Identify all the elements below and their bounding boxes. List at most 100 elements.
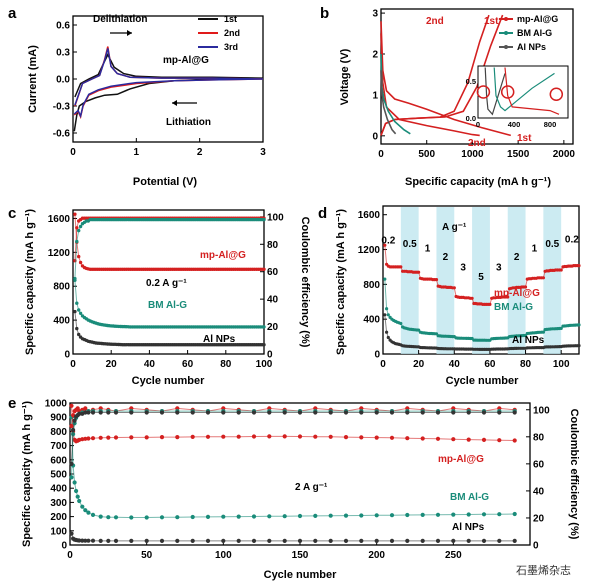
inset-x-tick-label: 800 — [544, 120, 557, 129]
series-point-mp-Al@G — [175, 435, 180, 440]
series-point-mp-Al@G — [420, 436, 425, 441]
panel-b-ticks: 0 500 1000 1500 2000 0 1 2 3 — [372, 9, 575, 160]
x-tick-label: 2000 — [553, 149, 576, 160]
panel-a-xlabel: Potential (V) — [133, 176, 198, 188]
panel-c-annotation-bm: BM Al-G — [148, 300, 187, 311]
series-point-BM Al-G CE — [78, 224, 83, 229]
series-point-Al NPs — [98, 538, 103, 544]
panel-e-annotation-mp: mp-Al@G — [438, 454, 484, 465]
series-point-BM Al-G — [481, 512, 487, 517]
panel-e-series — [69, 403, 517, 544]
y-tick-label: 800 — [50, 427, 67, 438]
series-point-mp-Al@G — [488, 302, 492, 306]
y2-tick-label: 40 — [267, 295, 279, 306]
series-point-BM Al-G — [451, 512, 456, 517]
legend-label-BM Al-G: BM Al-G — [517, 28, 552, 38]
panel-label-e: e — [8, 395, 16, 412]
series-point-Al NPs CE — [106, 410, 111, 415]
inset-y-tick-label: 0.5 — [466, 77, 476, 86]
series-line-BM Al-G — [380, 53, 411, 135]
series-point-BM Al-G — [86, 510, 91, 515]
series-point-mp-Al@G — [282, 434, 287, 439]
series-point-BM Al-G — [399, 321, 403, 326]
series-point-mp-Al@G — [98, 435, 103, 440]
rate-label: 3 — [460, 262, 466, 273]
series-point-mp-Al@G — [481, 437, 487, 442]
panel-c-xlabel: Cycle number — [132, 375, 205, 387]
x-tick-label: 0 — [70, 359, 76, 370]
series-point-mp-Al@G — [205, 434, 211, 439]
y-tick-label: 500 — [50, 470, 67, 481]
series-point-Al NPs — [159, 538, 165, 544]
series-point-mp-Al@G — [328, 434, 333, 439]
series-point-BM Al-G CE — [262, 217, 266, 222]
series-point-Al NPs — [497, 538, 502, 544]
series-point-Al NPs CE — [359, 410, 364, 415]
series-point-Al NPs CE — [420, 410, 425, 415]
x-tick-label: 2 — [197, 147, 203, 158]
series-point-Al NPs — [83, 538, 88, 543]
series-point-mp-Al@G — [221, 434, 226, 439]
x-tick-label: 0 — [380, 359, 386, 370]
y2-tick-label: 100 — [533, 405, 550, 416]
legend-label-mp-Al@G: mp-Al@G — [517, 14, 558, 24]
series-point-Al NPs — [77, 538, 82, 543]
y2-tick-label: 0 — [267, 350, 273, 361]
series-point-BM Al-G — [541, 330, 546, 334]
series-line-BM Al-G CE — [71, 410, 515, 478]
series-point-Al NPs — [86, 538, 91, 543]
legend-label-3rd: 3rd — [224, 42, 238, 52]
series-point-BM Al-G — [420, 512, 425, 518]
rate-label: 0.5 — [403, 239, 417, 250]
series-point-mp-Al@G — [506, 295, 510, 299]
panel-e: e 0 50 100 150 200 25001002003004005006007008… — [8, 395, 580, 581]
legend-label-Al NPs: Al NPs — [517, 42, 546, 52]
series-point-Al NPs CE — [251, 410, 257, 415]
inset-highlight-circle — [476, 85, 491, 99]
panel-d-annotation-bm: BM Al-G — [494, 302, 533, 313]
series-point-Al NPs CE — [451, 410, 456, 415]
rate-label: 5 — [478, 272, 484, 283]
x-tick-label: 3 — [260, 147, 266, 158]
series-point-Al NPs — [386, 335, 390, 340]
series-point-BM Al-G — [113, 515, 119, 520]
series-point-Al NPs CE — [77, 411, 82, 416]
series-point-Al NPs CE — [374, 410, 379, 415]
series-point-Al NPs CE — [144, 410, 149, 415]
panel-a-ticks: 0 1 2 3 -0.6 -0.3 0.0 0.3 0.6 — [53, 21, 266, 159]
series-point-BM Al-G — [262, 325, 266, 329]
series-point-Al NPs CE — [328, 410, 333, 415]
series-point-Al NPs CE — [175, 410, 180, 415]
series-point-Al NPs — [420, 538, 425, 544]
series-point-mp-Al@G — [417, 270, 421, 274]
legend-label-1st: 1st — [224, 14, 237, 24]
panel-a-legend: 1st 2nd 3rd — [198, 14, 240, 52]
series-point-Al NPs — [385, 330, 389, 334]
series-point-BM Al-G — [77, 308, 81, 312]
panel-b-inset: 0 400 800 0.0 0.5 — [466, 65, 569, 129]
panel-label-b: b — [320, 5, 329, 22]
inset-x-tick-label: 400 — [508, 120, 521, 129]
series-point-BM Al-G — [83, 508, 88, 513]
y-tick-label: 0 — [61, 541, 67, 552]
series-point-Al NPs CE — [129, 410, 134, 415]
series-point-Al NPs CE — [221, 410, 226, 415]
series-point-Al NPs CE — [86, 410, 91, 415]
inset-highlight-circle — [500, 85, 515, 99]
series-point-Al NPs CE — [343, 410, 349, 415]
inset-series-BM Al-G — [493, 67, 555, 112]
panel-a: a 0 1 2 3 -0.6 -0.3 0.0 0.3 0.6 Potential (V) Cu… — [8, 5, 266, 188]
series-point-Al NPs — [313, 538, 318, 544]
panel-c-annotation-al: Al NPs — [203, 334, 236, 345]
panel-e-annotation-rate: 2 A g⁻¹ — [295, 482, 328, 493]
series-point-Al NPs CE — [512, 410, 517, 415]
series-point-Al NPs — [577, 344, 581, 348]
series-point-BM Al-G — [385, 307, 389, 311]
y2-tick-label: 80 — [267, 240, 279, 251]
series-point-Al NPs CE — [90, 410, 96, 415]
series-point-mp-Al@G — [512, 438, 517, 443]
series-point-mp-Al@G — [90, 436, 96, 441]
y2-tick-label: 20 — [267, 322, 279, 333]
